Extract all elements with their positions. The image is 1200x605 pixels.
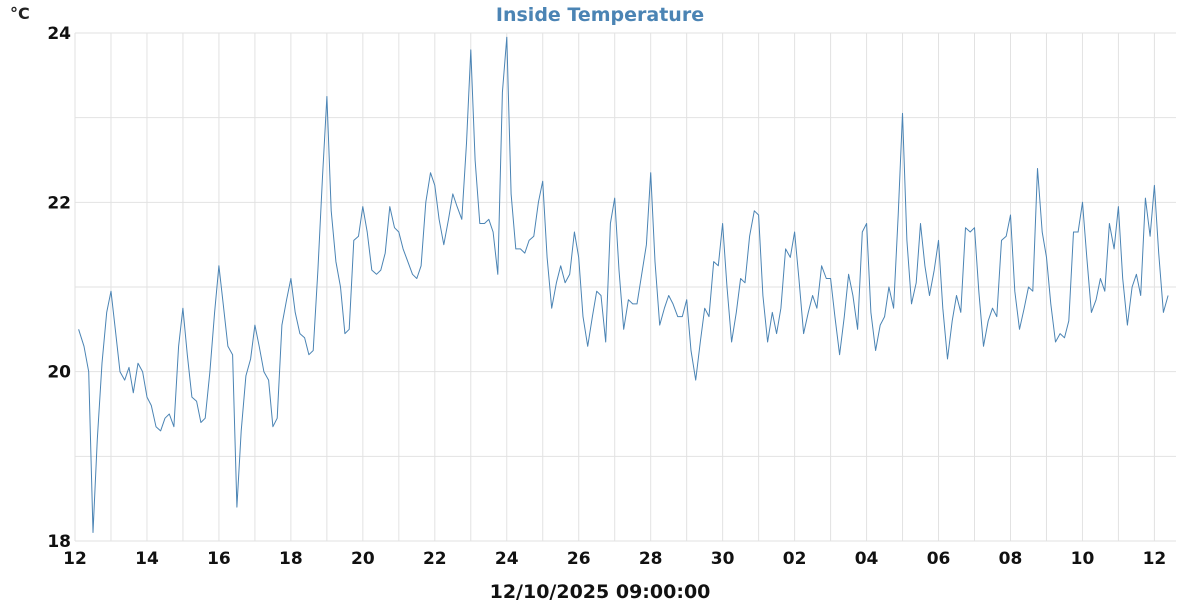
x-tick-label: 22 (423, 549, 447, 569)
y-tick-label: 22 (47, 193, 71, 213)
x-tick-label: 20 (351, 549, 375, 569)
series-layer (78, 36, 1169, 533)
chart-title: Inside Temperature (496, 4, 704, 26)
temperature-series-line (78, 36, 1169, 533)
y-tick-label: 24 (47, 24, 71, 44)
y-axis-ticks: 18 20 22 24 (47, 24, 71, 552)
x-tick-label: 08 (999, 549, 1023, 569)
x-tick-label: 12 (63, 549, 87, 569)
grid (74, 32, 1176, 542)
x-tick-label: 24 (495, 549, 519, 569)
x-tick-label: 04 (855, 549, 879, 569)
x-tick-label: 18 (279, 549, 303, 569)
x-tick-label: 14 (135, 549, 159, 569)
x-axis-label: 12/10/2025 09:00:00 (490, 581, 711, 600)
x-tick-label: 30 (711, 549, 735, 569)
y-tick-label: 18 (47, 532, 71, 552)
y-axis-unit-label: °C (10, 4, 30, 23)
x-tick-label: 02 (783, 549, 807, 569)
x-tick-label: 12 (1143, 549, 1167, 569)
x-tick-label: 16 (207, 549, 231, 569)
x-axis-ticks: 12 14 16 18 20 22 24 26 28 30 02 04 06 08 10 12 (63, 549, 1166, 569)
x-tick-label: 26 (567, 549, 591, 569)
y-tick-label: 20 (47, 363, 71, 383)
x-tick-label: 06 (927, 549, 951, 569)
x-tick-label: 28 (639, 549, 663, 569)
x-tick-label: 10 (1071, 549, 1095, 569)
